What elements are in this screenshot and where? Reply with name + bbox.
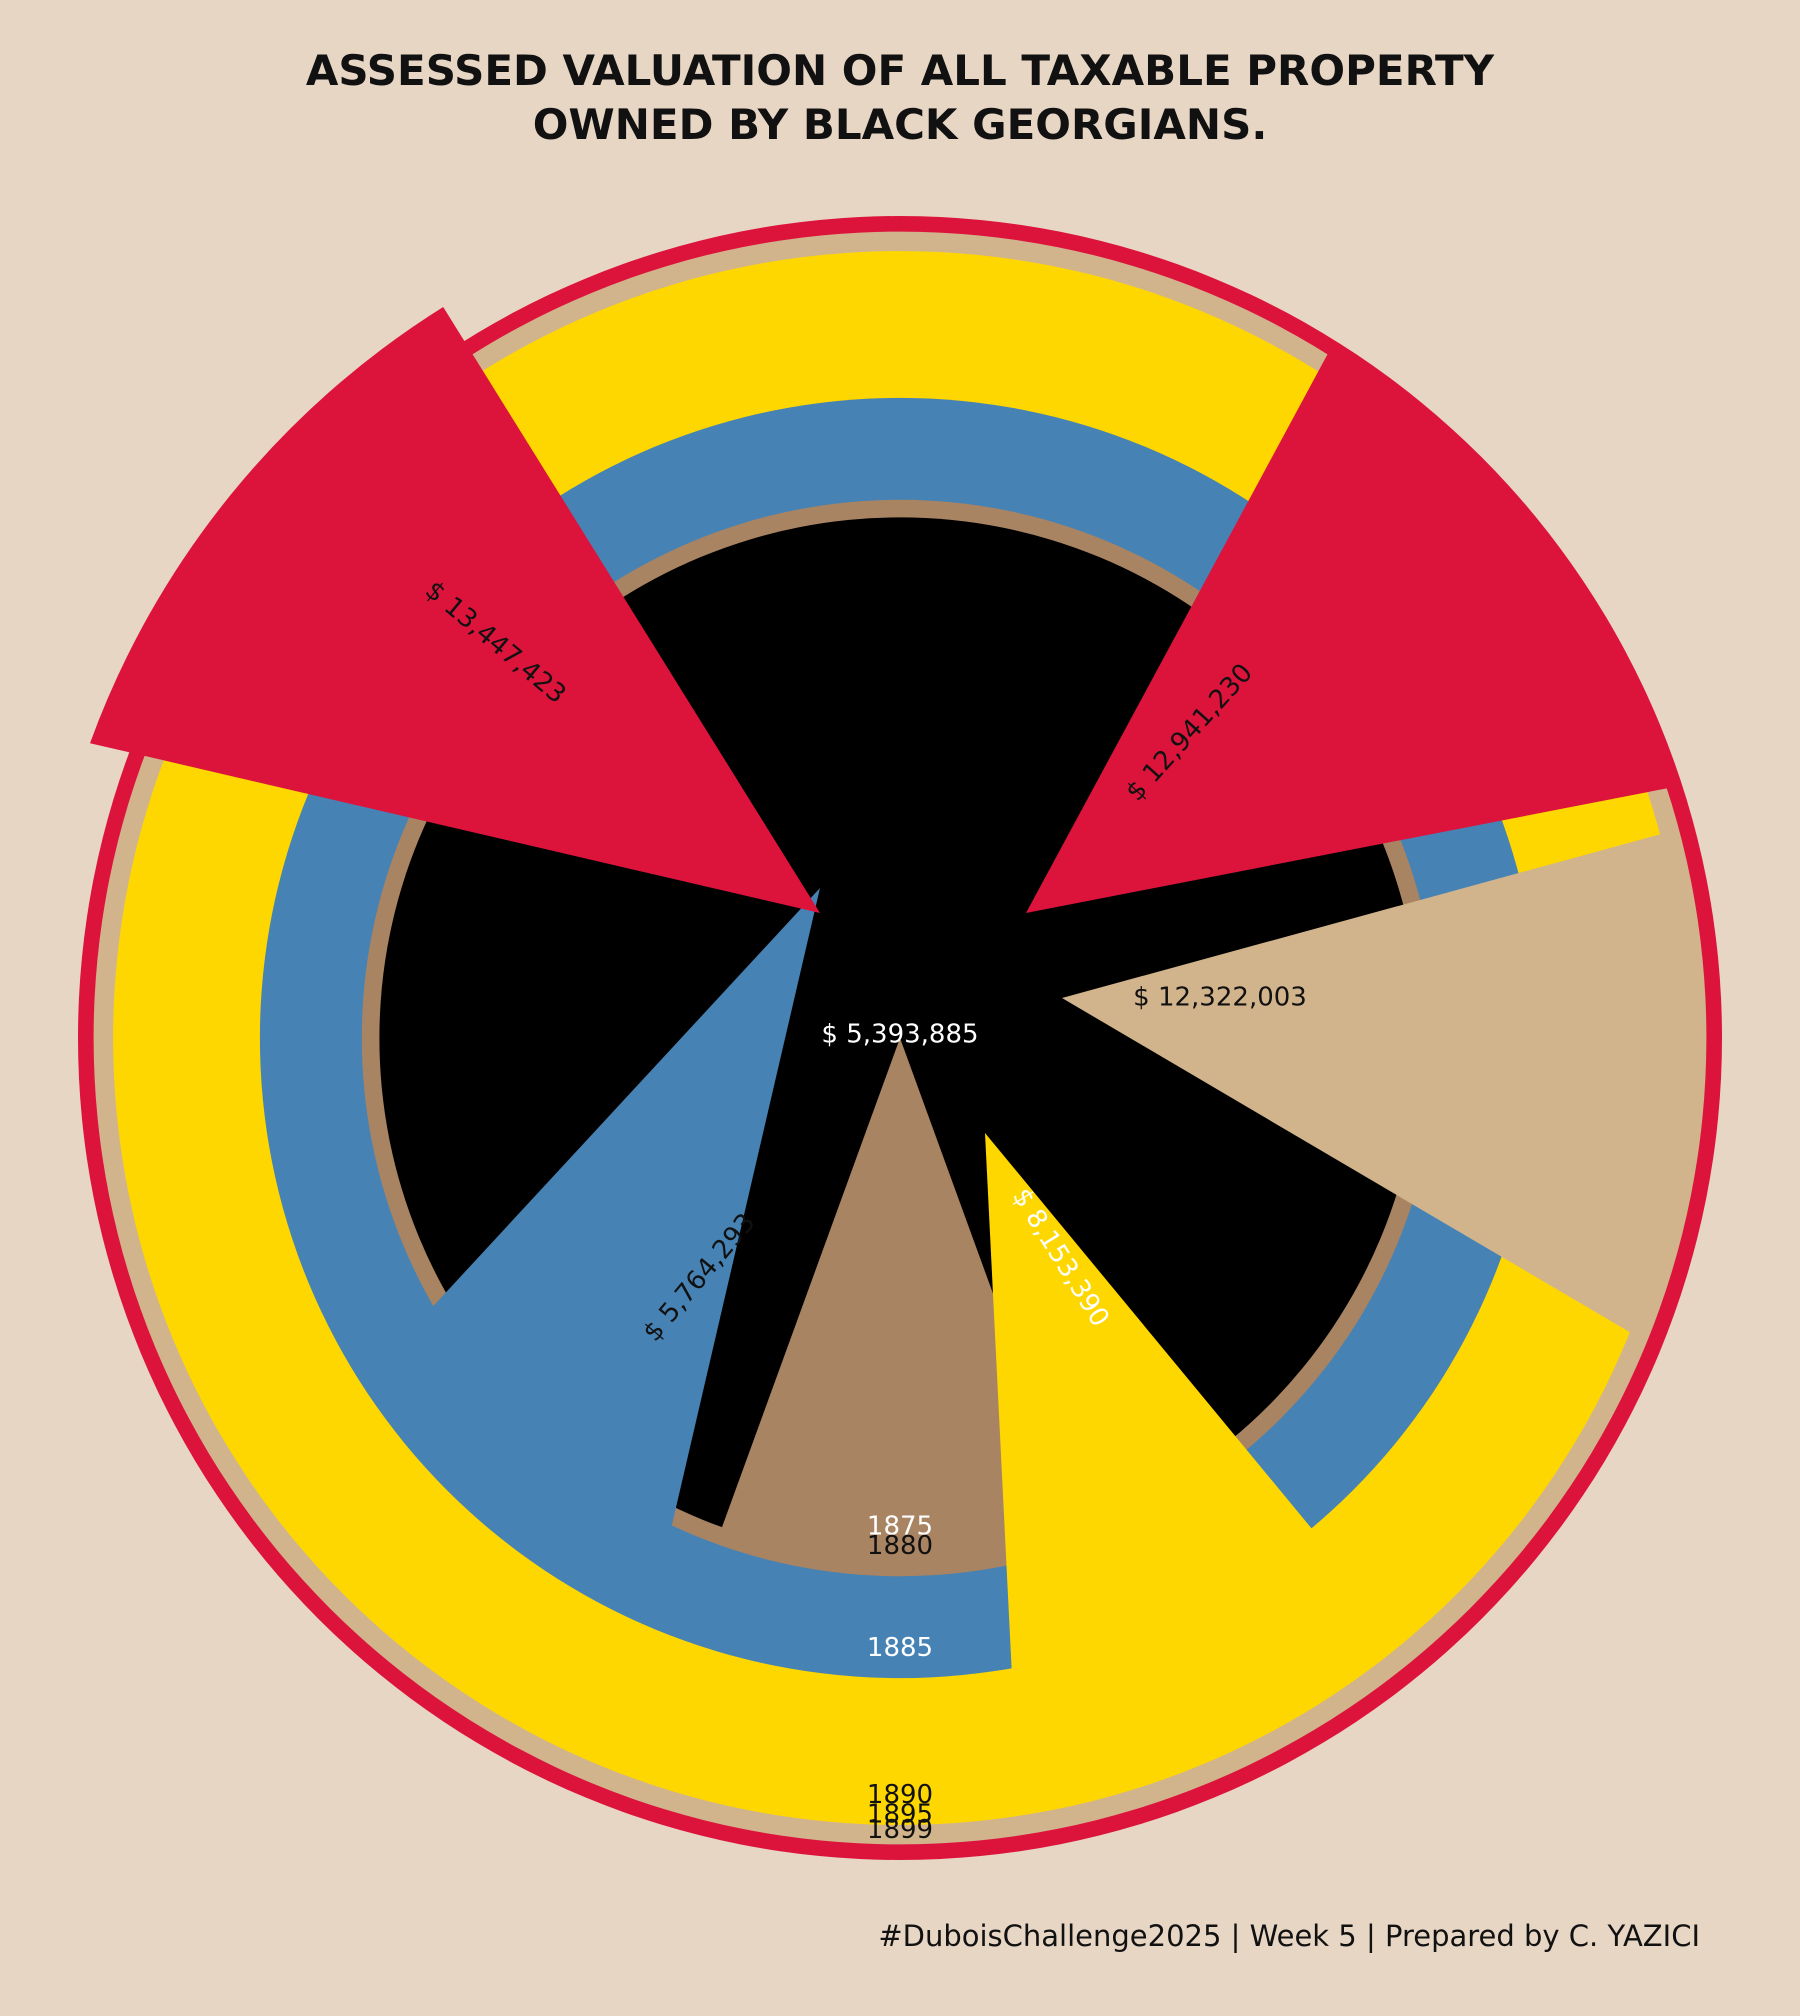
value-wedges bbox=[90, 307, 1691, 1673]
year-label-1875: 1875 bbox=[867, 1512, 933, 1542]
chart-title-line-2: OWNED BY BLACK GEORGIANS. bbox=[532, 100, 1268, 149]
wedge-1885 bbox=[985, 1133, 1314, 1673]
year-label-1890: 1890 bbox=[867, 1780, 933, 1810]
value-label-1890: $ 12,322,003 bbox=[1133, 983, 1307, 1013]
credit-caption: #DuboisChallenge2025 | Week 5 | Prepared… bbox=[878, 1919, 1700, 1953]
year-label-1885: 1885 bbox=[867, 1633, 933, 1663]
year-label-1899: 1899 bbox=[867, 1815, 933, 1845]
wedge-1880 bbox=[430, 888, 820, 1530]
wedge-1875 bbox=[720, 1038, 1080, 1563]
wedge-1895 bbox=[1026, 350, 1671, 913]
year-label-1880: 1880 bbox=[867, 1531, 933, 1561]
chart-title: ASSESSED VALUATION OF ALL TAXABLE PROPER… bbox=[0, 44, 1800, 152]
wedge-1890 bbox=[1062, 833, 1691, 1335]
year-label-1895: 1895 bbox=[867, 1799, 933, 1829]
wedge-1899 bbox=[90, 307, 820, 913]
value-label-1875: $ 5,393,885 bbox=[821, 1020, 978, 1050]
chart-title-line-1: ASSESSED VALUATION OF ALL TAXABLE PROPER… bbox=[305, 46, 1495, 95]
